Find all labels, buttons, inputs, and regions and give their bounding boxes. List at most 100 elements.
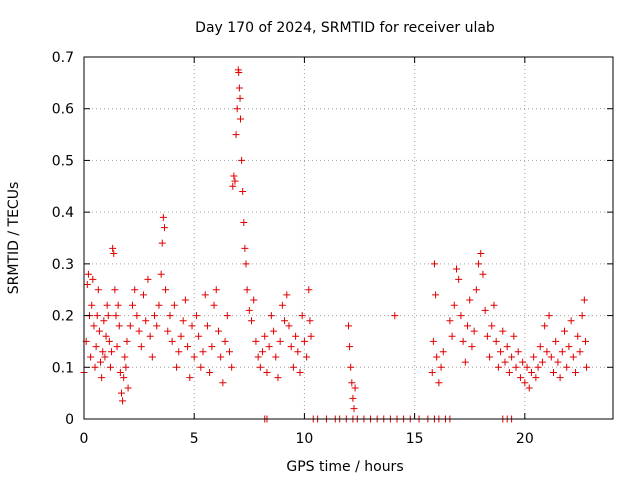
data-point: [435, 379, 443, 387]
data-point: [289, 363, 297, 371]
data-point: [99, 348, 107, 356]
data-point: [242, 260, 250, 268]
data-point: [230, 172, 238, 180]
data-point: [276, 337, 284, 345]
data-point: [479, 270, 487, 278]
data-point: [109, 244, 117, 252]
data-point: [428, 368, 436, 376]
data-point: [519, 358, 527, 366]
data-point: [501, 358, 509, 366]
data-point: [516, 374, 524, 382]
data-point: [181, 296, 189, 304]
data-point: [231, 177, 239, 185]
data-point: [117, 389, 125, 397]
data-point: [84, 270, 92, 278]
data-point: [151, 312, 159, 320]
data-point: [232, 131, 240, 139]
data-point: [203, 322, 211, 330]
y-tick-label: 0.6: [52, 102, 74, 118]
data-point: [527, 368, 535, 376]
data-point: [558, 348, 566, 356]
data-point: [281, 317, 289, 325]
data-point: [347, 363, 355, 371]
data-point: [543, 348, 551, 356]
data-point: [307, 332, 315, 340]
data-point: [514, 348, 522, 356]
data-point: [349, 394, 357, 402]
data-point: [113, 343, 121, 351]
data-point: [133, 312, 141, 320]
data-point: [287, 343, 295, 351]
data-point: [477, 250, 485, 258]
data-point: [229, 182, 237, 190]
data-point: [241, 244, 249, 252]
data-point: [146, 332, 154, 340]
data-point: [168, 337, 176, 345]
data-point: [173, 363, 181, 371]
data-point: [432, 291, 440, 299]
axis-ticks: 0 0.1 0.2 0.3 0.4 0.5 0.6 0.7 0 5 10 15 20: [52, 50, 613, 447]
data-point: [91, 363, 99, 371]
data-point: [296, 368, 304, 376]
data-point: [567, 317, 575, 325]
data-point: [210, 301, 218, 309]
y-tick-label: 0.1: [52, 360, 74, 376]
data-point: [561, 327, 569, 335]
data-point: [523, 363, 531, 371]
data-point: [554, 358, 562, 366]
data-point: [217, 353, 225, 361]
y-tick-label: 0.5: [52, 153, 74, 169]
y-tick-label: 0: [65, 412, 74, 428]
data-point: [536, 343, 544, 351]
data-point: [219, 379, 227, 387]
x-tick-label: 0: [80, 431, 89, 447]
data-point: [236, 94, 244, 102]
data-point: [223, 312, 231, 320]
data-point: [144, 275, 152, 283]
data-point: [206, 368, 214, 376]
data-point: [95, 327, 103, 335]
data-point: [153, 322, 161, 330]
data-point: [486, 353, 494, 361]
data-point: [214, 327, 222, 335]
data-point: [345, 322, 352, 330]
data-point: [294, 348, 302, 356]
data-point: [179, 317, 187, 325]
data-point: [124, 384, 132, 392]
data-point: [552, 337, 560, 345]
data-point: [112, 312, 120, 320]
data-point: [201, 291, 209, 299]
data-point: [98, 374, 106, 382]
data-point: [505, 368, 513, 376]
data-point: [429, 337, 437, 345]
data-point: [549, 368, 557, 376]
data-point: [521, 379, 529, 387]
data-point: [110, 250, 118, 258]
x-axis-label: GPS time / hours: [286, 459, 403, 475]
data-point: [439, 348, 447, 356]
data-point: [481, 306, 489, 314]
data-point: [235, 84, 243, 92]
data-point: [503, 343, 511, 351]
data-point: [186, 374, 194, 382]
data-point: [488, 322, 496, 330]
data-point: [87, 353, 95, 361]
data-point: [126, 322, 134, 330]
data-point: [192, 312, 200, 320]
data-point: [131, 286, 139, 294]
data-point: [346, 343, 354, 351]
data-point: [538, 358, 546, 366]
data-point: [433, 353, 441, 361]
data-point: [563, 363, 571, 371]
data-point: [128, 301, 136, 309]
data-point: [391, 312, 399, 320]
data-point: [166, 312, 174, 320]
data-point: [437, 363, 445, 371]
data-point: [102, 332, 110, 340]
data-point: [122, 363, 130, 371]
data-point: [158, 239, 166, 247]
data-point: [100, 317, 108, 325]
data-point: [466, 296, 474, 304]
data-point: [155, 301, 163, 309]
data-point: [116, 368, 124, 376]
